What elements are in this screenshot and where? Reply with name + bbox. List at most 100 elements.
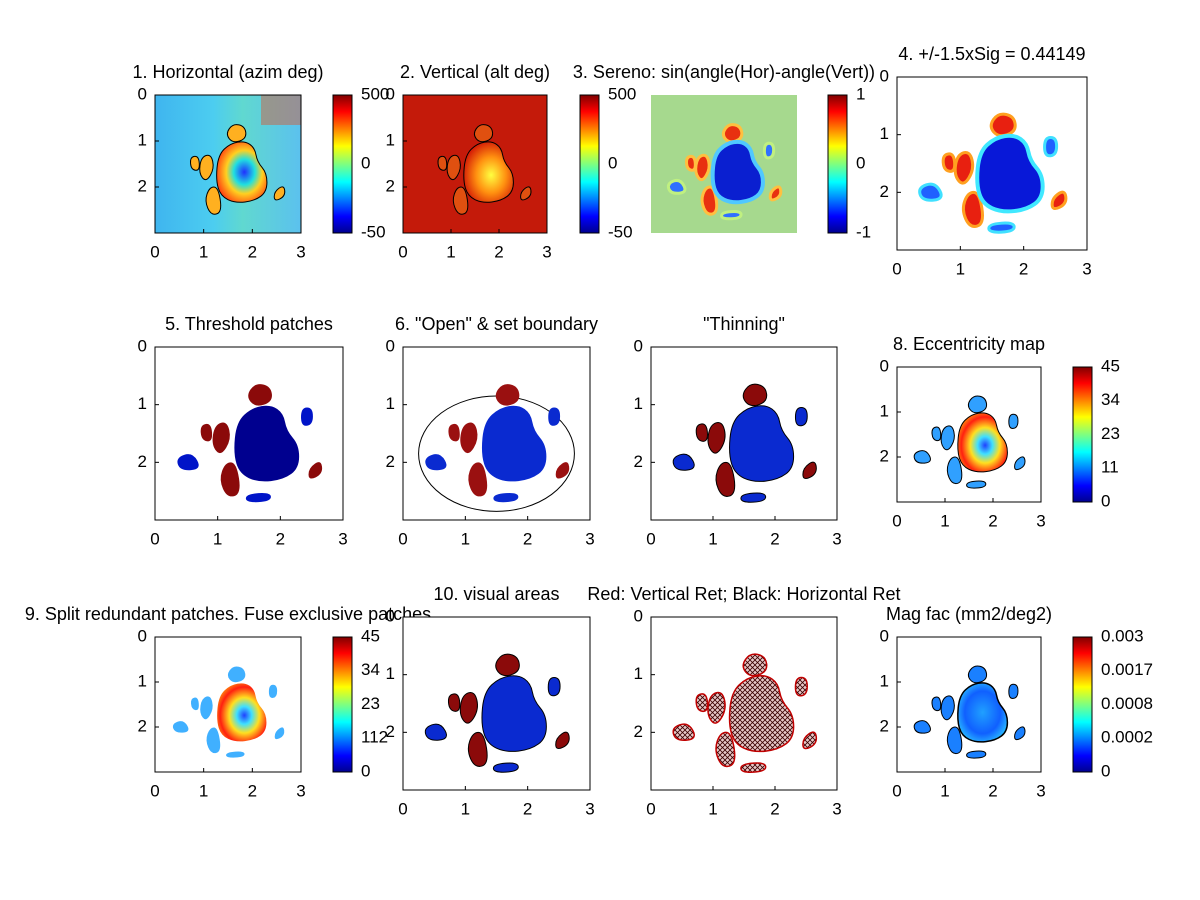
patch-shape — [1050, 190, 1068, 211]
colorbar-label: 112 — [361, 728, 388, 747]
patch-shape — [946, 456, 963, 485]
patch-shape — [308, 462, 323, 479]
patch-shape — [216, 141, 268, 203]
y-tick-label: 1 — [634, 664, 643, 683]
x-tick-label: 1 — [461, 529, 470, 548]
axes-box — [402, 346, 591, 521]
panel-title: 2. Vertical (alt deg) — [400, 62, 550, 82]
patch-shape — [742, 383, 768, 407]
patch-shape — [961, 190, 985, 228]
colorbar-label: 0 — [856, 153, 865, 172]
patch-shape — [205, 726, 222, 755]
y-tick-label: 0 — [880, 356, 889, 375]
y-tick-label: 0 — [138, 336, 147, 355]
axes-box — [154, 636, 302, 773]
patch-shape — [967, 665, 988, 684]
y-tick-label: 2 — [880, 446, 889, 465]
patch-shape — [1043, 136, 1059, 158]
x-tick-label: 3 — [296, 781, 305, 800]
y-tick-label: 0 — [138, 84, 147, 103]
patch-shape — [452, 186, 469, 215]
colorbar-label: 45 — [361, 626, 380, 645]
axes-box — [402, 616, 591, 791]
y-tick-label: 0 — [138, 626, 147, 645]
x-tick-label: 0 — [398, 799, 407, 818]
x-tick-label: 2 — [523, 799, 532, 818]
x-tick-label: 1 — [199, 242, 208, 261]
panel: 0 1 2 3 0 1 2 Mag fac (mm2/deg2) 0.003 0.0017 0.00… — [880, 604, 1153, 801]
y-tick-label: 2 — [138, 716, 147, 735]
y-tick-label: 2 — [880, 716, 889, 735]
y-tick-label: 2 — [386, 176, 395, 195]
patch-shape — [695, 693, 709, 713]
panel-title: Red: Vertical Ret; Black: Horizontal Ret — [587, 584, 900, 604]
patch-shape — [301, 407, 313, 426]
x-tick-label: 2 — [988, 511, 997, 530]
x-tick-label: 3 — [1036, 781, 1045, 800]
patch-shape — [520, 186, 532, 201]
patch-shape — [273, 726, 286, 741]
panel: 0 1 2 3 0 1 2 2. Vertical (alt deg) 500 0 -50 — [386, 62, 637, 262]
x-tick-label: 0 — [646, 529, 655, 548]
patch-shape — [721, 123, 744, 144]
patch-shape — [495, 384, 520, 406]
patch-shape — [273, 186, 286, 201]
patch-shape — [794, 676, 808, 697]
colorbar — [827, 94, 848, 234]
patch-shape — [953, 151, 975, 185]
y-tick-label: 0 — [634, 606, 643, 625]
patch-shape — [762, 141, 776, 160]
axes-box — [154, 346, 344, 521]
colorbar-label: -1 — [856, 222, 871, 241]
patch-shape — [446, 154, 461, 181]
panel: 0 1 2 3 0 1 2 Red: Vertical Ret; Black: Horizon… — [587, 584, 900, 819]
panel: 0 1 2 3 0 1 2 1. Horizontal (azim deg) 500 0 -50 — [132, 62, 389, 262]
y-tick-label: 1 — [386, 664, 395, 683]
patch-shape — [666, 178, 687, 195]
patch-shape — [199, 695, 214, 721]
patch-shape — [424, 723, 447, 741]
x-tick-label: 3 — [585, 799, 594, 818]
patch-shape — [177, 454, 199, 471]
patch-shape — [931, 426, 942, 442]
y-tick-label: 0 — [386, 336, 395, 355]
y-tick-label: 0 — [386, 606, 395, 625]
panel-title: 5. Threshold patches — [165, 314, 333, 334]
patch-shape — [720, 210, 743, 221]
colorbar-label: 0.0002 — [1101, 728, 1153, 747]
panel-title: 9. Split redundant patches. Fuse exclusi… — [25, 604, 431, 624]
patch-shape — [234, 405, 300, 482]
x-tick-label: 1 — [708, 529, 717, 548]
x-tick-label: 0 — [892, 781, 901, 800]
x-tick-label: 0 — [150, 529, 159, 548]
x-tick-label: 1 — [446, 242, 455, 261]
panel: 0 1 2 3 0 1 2 5. Threshold patches — [138, 314, 348, 549]
x-tick-label: 2 — [494, 242, 503, 261]
y-tick-label: 1 — [386, 394, 395, 413]
x-tick-label: 1 — [213, 529, 222, 548]
y-tick-label: 1 — [880, 401, 889, 420]
patch-shape — [495, 653, 520, 677]
x-tick-label: 0 — [398, 529, 407, 548]
axes-box — [896, 636, 1042, 773]
colorbar-label: 500 — [361, 84, 389, 103]
patch-shape — [1014, 456, 1026, 471]
patch-shape — [707, 691, 726, 724]
panel: 0 1 2 3 0 1 2 4. +/-1.5xSig = 0.44149 — [880, 44, 1092, 279]
y-tick-label: 1 — [138, 671, 147, 690]
y-tick-label: 1 — [634, 394, 643, 413]
y-tick-label: 0 — [880, 66, 889, 85]
patch-shape — [768, 185, 783, 202]
patch-shape — [226, 124, 247, 143]
colorbar-label: 0 — [361, 153, 370, 172]
y-tick-label: 2 — [634, 452, 643, 471]
x-tick-label: 3 — [1036, 511, 1045, 530]
panel-title: 1. Horizontal (azim deg) — [132, 62, 323, 82]
patch-shape — [212, 422, 230, 454]
y-tick-label: 1 — [880, 124, 889, 143]
x-tick-label: 3 — [296, 242, 305, 261]
colorbar-label: 45 — [1101, 356, 1120, 375]
